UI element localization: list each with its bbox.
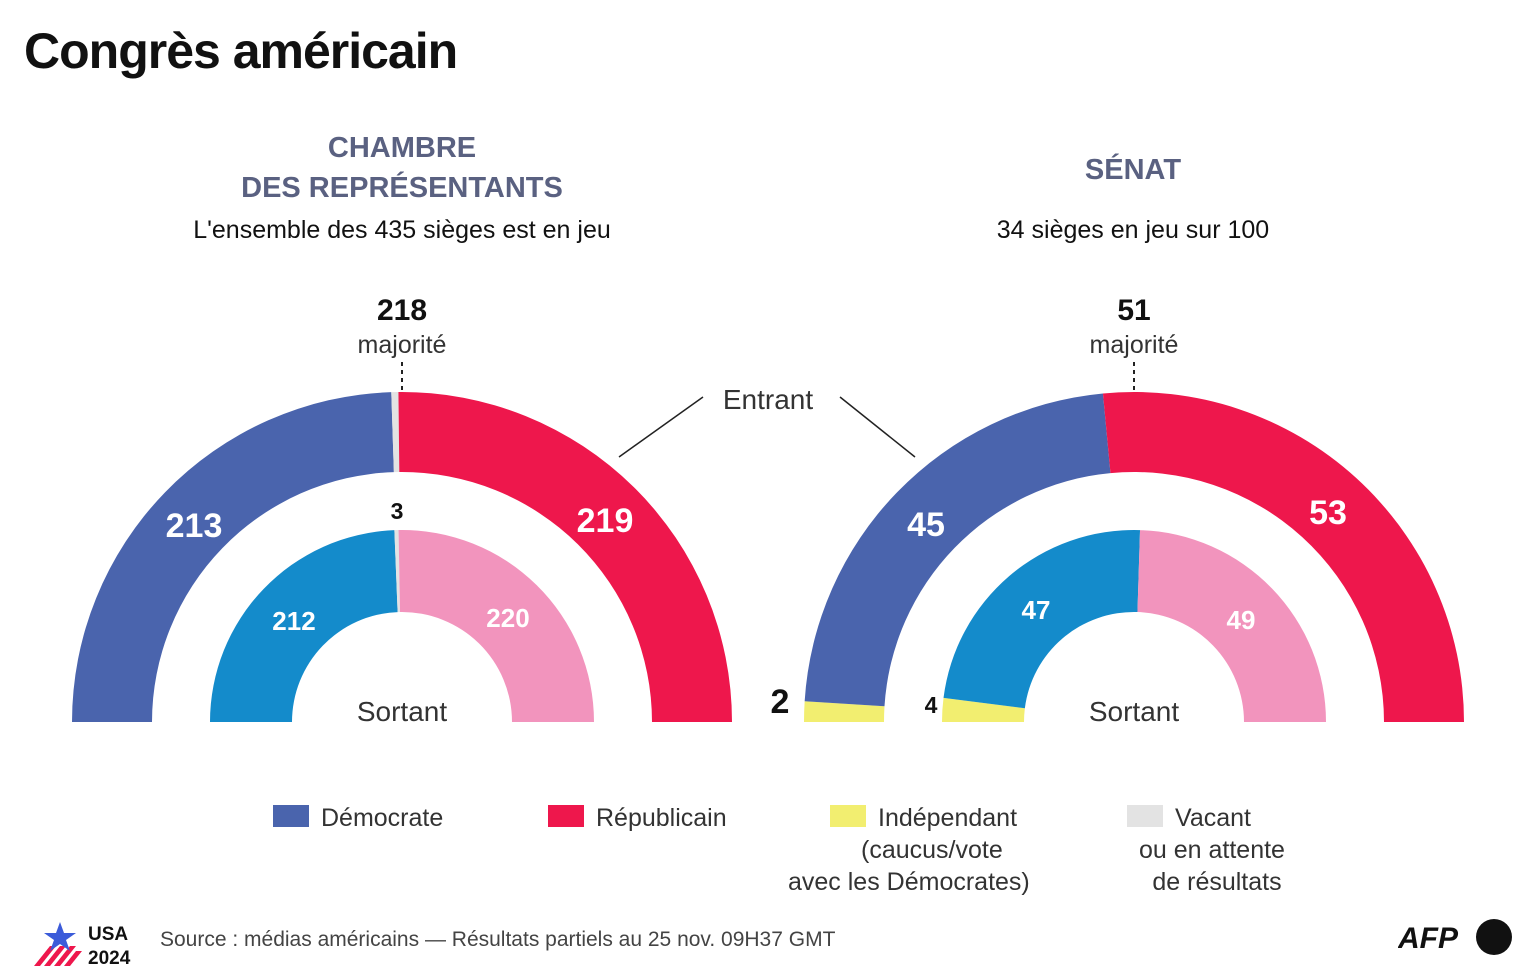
legend-vacant-line1: Vacant [1175, 804, 1251, 832]
house-majority-label: majorité [358, 331, 447, 359]
incoming-pointer-right [839, 396, 916, 458]
house-incoming-slice-democrate [72, 392, 394, 722]
senate-outgoing-value-democrate: 47 [1022, 595, 1051, 625]
house-outgoing-label: Sortant [357, 696, 447, 727]
label-layer: 213 3 219 212 220 2 45 53 4 47 49 218 majorité 51 majo… [166, 294, 1347, 727]
legend-swatch-democrat [273, 805, 309, 827]
senate-incoming-value-democrate: 45 [907, 506, 945, 544]
afp-logo: AFP [1398, 919, 1512, 955]
house-subtitle: L'ensemble des 435 sièges est en jeu [193, 216, 611, 244]
legend-item-independent: Indépendant (caucus/vote avec les Démocr… [788, 802, 1030, 898]
legend-label-democrat: Démocrate [321, 804, 444, 832]
legend-label-independent: Indépendant (caucus/vote avec les Démocr… [788, 802, 1030, 898]
house-heading-line1: CHAMBRE [327, 132, 477, 164]
house-outgoing-slice-democrate [210, 530, 398, 722]
legend-item-republican: Républicain [548, 802, 727, 834]
senate-outgoing-slice-democrate [943, 530, 1141, 709]
senate-subtitle: 34 sièges en jeu sur 100 [996, 216, 1270, 244]
senate-outgoing-slice-republicain [1137, 530, 1326, 722]
page-title: Congrès américain [24, 23, 458, 79]
house-outgoing-value-democrate: 212 [272, 606, 315, 636]
arc-layer [72, 392, 1464, 722]
senate-incoming-slice-democrate [804, 393, 1111, 707]
house-incoming-slice-vacant-ou-en-attente-de-resultats [391, 392, 400, 473]
legend-independent-line2: (caucus/vote [861, 836, 1003, 864]
senate-outgoing-label: Sortant [1089, 696, 1179, 727]
badge-line2: 2024 [88, 948, 131, 969]
senate-incoming-slice-republicain [1102, 392, 1464, 722]
senate-majority-label: majorité [1090, 331, 1179, 359]
senate-outgoing-value-independant: 4 [925, 692, 938, 718]
senate-incoming-slice-independant [804, 701, 885, 722]
senate-outgoing-slice-independant [942, 697, 1025, 722]
legend-independent-line3: avec les Démocrates) [788, 868, 1030, 896]
senate-majority-value: 51 [1117, 294, 1150, 327]
afp-dot-icon [1476, 919, 1512, 955]
house-incoming-slice-republicain [398, 392, 732, 722]
senate-heading: SÉNAT [1084, 154, 1182, 186]
usa-2024-logo: USA 2024 [34, 922, 131, 969]
senate-incoming-value-independant: 2 [771, 683, 790, 721]
legend-swatch-republican [548, 805, 584, 827]
star-icon [44, 922, 76, 951]
legend-vacant-line2: ou en attente [1139, 836, 1285, 864]
legend-item-vacant: Vacant ou en attente de résultats [1127, 802, 1285, 898]
badge-line1: USA [88, 924, 128, 945]
senate-incoming-value-republicain: 53 [1309, 494, 1347, 532]
incoming-pointer-left [618, 396, 704, 458]
legend-item-democrat: Démocrate [273, 802, 443, 834]
legend-independent-line1: Indépendant [878, 804, 1018, 832]
house-incoming-value-republicain: 219 [577, 502, 634, 540]
house-incoming-value-vacant-ou-en-attente-de-resultats: 3 [391, 498, 404, 524]
legend-label-vacant: Vacant ou en attente de résultats [1139, 802, 1285, 898]
house-majority-value: 218 [377, 294, 427, 327]
senate-outgoing-value-republicain: 49 [1227, 605, 1256, 635]
house-incoming-value-democrate: 213 [166, 507, 223, 545]
legend-swatch-independent [830, 805, 866, 827]
house-outgoing-slice-republicain [398, 530, 594, 722]
house-outgoing-slice-vacant-ou-en-attente-de-resultats [394, 530, 401, 613]
legend-vacant-line3: de résultats [1152, 868, 1282, 896]
legend-swatch-vacant [1127, 805, 1163, 827]
house-outgoing-value-republicain: 220 [486, 603, 529, 633]
house-heading: CHAMBRE DES REPRÉSENTANTS [102, 128, 702, 208]
afp-text: AFP [1398, 922, 1459, 955]
incoming-label: Entrant [723, 384, 813, 415]
house-heading-line2: DES REPRÉSENTANTS [241, 172, 563, 204]
source-note: Source : médias américains — Résultats p… [160, 928, 836, 951]
usa-stripes-icon [34, 946, 82, 966]
legend-label-republican: Républicain [596, 804, 727, 832]
